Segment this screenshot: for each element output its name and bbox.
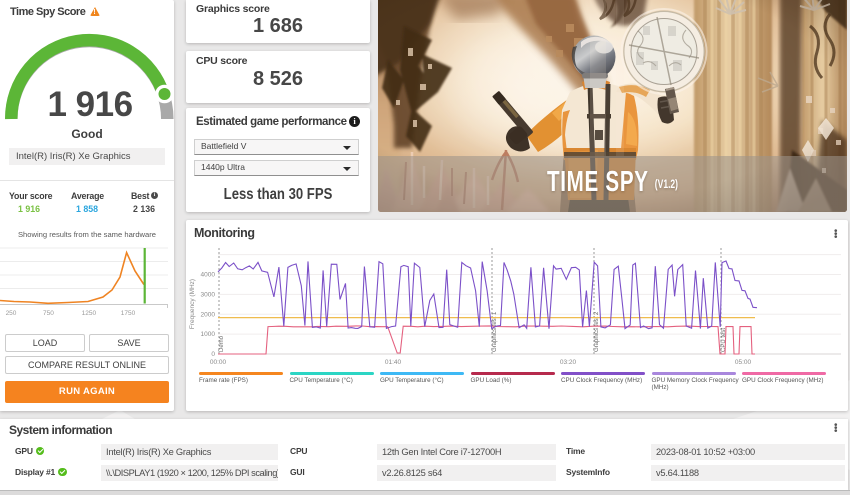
svg-text:CPU test: CPU test — [721, 328, 727, 352]
svg-text:Demo: Demo — [219, 335, 225, 352]
svg-text:4000: 4000 — [201, 272, 216, 279]
svg-text:Frequency (MHz): Frequency (MHz) — [189, 279, 196, 329]
svg-text:0: 0 — [211, 351, 215, 358]
svg-text:05:00: 05:00 — [735, 359, 752, 366]
svg-text:01:40: 01:40 — [385, 359, 402, 366]
svg-text:03:20: 03:20 — [560, 359, 577, 366]
svg-text:1250: 1250 — [82, 310, 97, 317]
svg-text:00:00: 00:00 — [210, 359, 227, 366]
svg-text:250: 250 — [6, 310, 17, 317]
svg-text:750: 750 — [43, 310, 54, 317]
svg-text:Graphics test 1: Graphics test 1 — [492, 311, 498, 352]
svg-text:Graphics test 2: Graphics test 2 — [594, 311, 600, 352]
svg-text:2000: 2000 — [201, 311, 216, 318]
svg-text:3000: 3000 — [201, 291, 216, 298]
svg-text:1000: 1000 — [201, 331, 216, 338]
svg-text:1750: 1750 — [121, 310, 136, 317]
